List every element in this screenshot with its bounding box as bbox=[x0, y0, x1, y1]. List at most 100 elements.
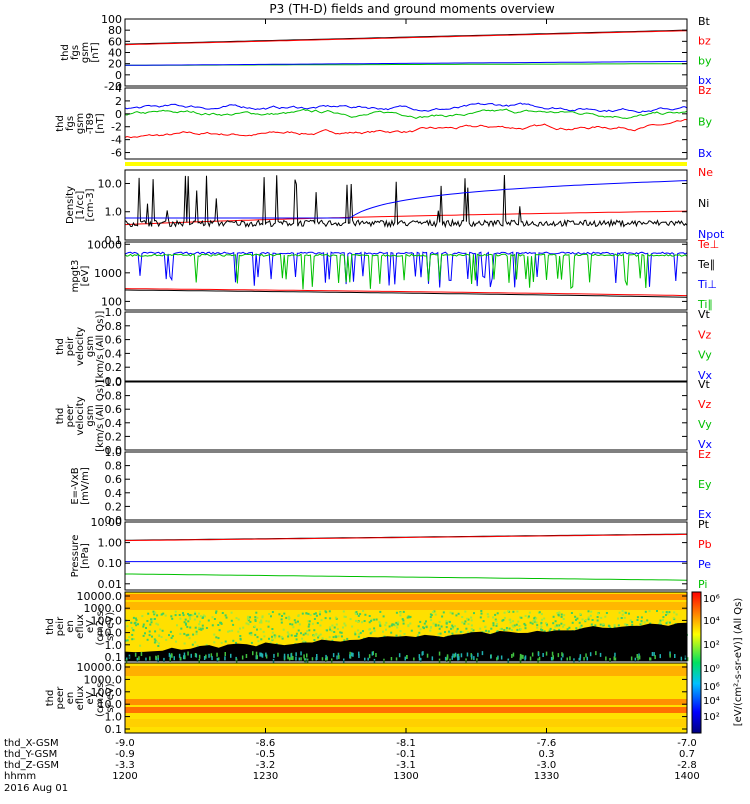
x-tick-label: -0.9 bbox=[115, 749, 135, 760]
spectrogram-cell bbox=[623, 616, 626, 619]
spectrogram-cell bbox=[370, 618, 373, 621]
spectrogram-cell bbox=[482, 620, 485, 623]
spectrogram-cell bbox=[290, 634, 293, 637]
x-tick-label: 1330 bbox=[534, 771, 559, 782]
spectrogram-cell bbox=[503, 611, 506, 614]
spectrogram-cell bbox=[260, 619, 263, 622]
spectrogram-cell bbox=[399, 634, 402, 637]
spectrogram-cell bbox=[368, 654, 371, 659]
spectrogram-cell bbox=[136, 657, 139, 662]
spectrogram-cell bbox=[555, 624, 558, 627]
spectrogram-cell bbox=[313, 634, 316, 637]
spectrogram-cell bbox=[548, 629, 551, 632]
spectrogram-cell bbox=[463, 622, 466, 625]
y-tick-label: 10.00 bbox=[91, 516, 123, 529]
spectrogram-cell bbox=[289, 623, 292, 626]
spectrogram-cell bbox=[451, 627, 454, 630]
legend-entry: Bt bbox=[698, 15, 711, 28]
spectrogram-cell bbox=[271, 611, 274, 613]
panel-frame bbox=[124, 241, 688, 311]
colorbar-tick-label: 10⁰ bbox=[703, 664, 720, 675]
spectrogram-cell bbox=[599, 623, 602, 626]
spectrogram-cell bbox=[174, 610, 177, 613]
spectrogram-cell bbox=[420, 657, 422, 662]
spectrogram-cell bbox=[142, 634, 145, 637]
spectrogram-cell bbox=[319, 624, 322, 627]
series-line-Ti∥ bbox=[124, 253, 688, 290]
legend-entry: Npot bbox=[698, 228, 725, 241]
spectrogram-cell bbox=[675, 613, 678, 616]
spectrogram-cell bbox=[205, 654, 207, 659]
spectrogram-cell bbox=[160, 613, 163, 616]
spectrogram-cell bbox=[155, 622, 158, 625]
y-axis-label: thd fgs gsm -T89 [nT] bbox=[55, 113, 106, 135]
y-tick-label: 1000.0 bbox=[84, 602, 123, 615]
spectrogram-cell bbox=[184, 655, 186, 660]
spectrogram-cell bbox=[537, 658, 539, 663]
spectrogram-cell bbox=[145, 657, 147, 662]
y-tick-label: 1.0 bbox=[105, 711, 123, 724]
spectrogram-cell bbox=[306, 653, 308, 658]
spectrogram-cell bbox=[418, 631, 421, 634]
spectrogram-cell bbox=[261, 653, 263, 658]
y-axis-label-line: velocity bbox=[75, 396, 86, 435]
legend-entry: bz bbox=[698, 35, 711, 48]
spectrogram-cell bbox=[254, 633, 257, 636]
spectrogram-cell bbox=[431, 656, 434, 661]
y-tick-label: 0.01 bbox=[98, 578, 123, 591]
spectrogram-cell bbox=[451, 624, 454, 627]
spectrogram-cell bbox=[668, 611, 671, 614]
spectrogram-cell bbox=[133, 622, 136, 625]
spectrogram-cell bbox=[295, 634, 298, 637]
spectrogram-cell bbox=[189, 614, 192, 617]
spectrogram-cell bbox=[218, 657, 220, 662]
x-tick-label: -3.1 bbox=[396, 760, 416, 771]
y-tick-label: 1.0 bbox=[105, 206, 123, 219]
spectrogram-cell bbox=[260, 652, 262, 657]
y-axis-label-line: (cm2-s- bbox=[95, 607, 106, 645]
y-tick-label: 0.6 bbox=[105, 403, 123, 416]
y-tick-label: 1000.0 bbox=[84, 673, 123, 686]
spectrogram-cell bbox=[546, 623, 548, 626]
spectrogram-cell bbox=[385, 628, 387, 631]
spectrogram-cell bbox=[470, 624, 473, 627]
spectrogram-cell bbox=[215, 611, 217, 614]
spectrogram-cell bbox=[429, 629, 432, 632]
spectrogram-cell bbox=[256, 636, 259, 639]
y-tick-label: 0.1 bbox=[105, 723, 123, 736]
spectrogram-cell bbox=[444, 656, 447, 661]
spectrogram-cell bbox=[202, 614, 205, 617]
panel-frame bbox=[124, 311, 688, 382]
spectrogram-cell bbox=[173, 656, 175, 661]
spectrogram-cell bbox=[305, 612, 308, 615]
spectrogram-cell bbox=[171, 617, 174, 620]
spectrogram-cell bbox=[368, 615, 371, 617]
spectrogram-cell bbox=[265, 654, 268, 659]
y-axis-label: thd peir velocity gsm [km/s (All Qs)] bbox=[55, 311, 106, 383]
spectrogram-cell bbox=[369, 632, 372, 635]
colorbar-tick-label: 10² bbox=[703, 640, 720, 651]
spectrogram-cell bbox=[481, 651, 484, 656]
spectrogram-cell bbox=[259, 628, 262, 631]
y-tick-label: 0.8 bbox=[105, 390, 123, 403]
spectrogram-cell bbox=[553, 629, 556, 632]
spectrogram-cell bbox=[328, 610, 331, 613]
spectrogram-cell bbox=[505, 627, 508, 629]
spectrogram-cell bbox=[220, 641, 223, 644]
x-tick-label: -3.3 bbox=[115, 760, 135, 771]
spectrogram-cell bbox=[131, 633, 134, 636]
spectrogram-cell bbox=[379, 625, 382, 627]
spectrogram-cell bbox=[293, 619, 296, 622]
spectrogram-cell bbox=[638, 655, 641, 660]
y-tick-label: 0 bbox=[115, 108, 122, 121]
spectrogram-cell bbox=[536, 626, 539, 629]
spectrogram-cell bbox=[413, 657, 415, 662]
spectrogram-cell bbox=[221, 612, 224, 614]
spectrogram-cell bbox=[134, 617, 137, 620]
spectrogram-cell bbox=[198, 623, 201, 626]
spectrogram-cell bbox=[417, 625, 420, 628]
y-axis-label-line: [mV/m] bbox=[80, 467, 91, 505]
spectrogram-cell bbox=[150, 618, 152, 621]
legend-entry: Vx bbox=[698, 438, 713, 451]
